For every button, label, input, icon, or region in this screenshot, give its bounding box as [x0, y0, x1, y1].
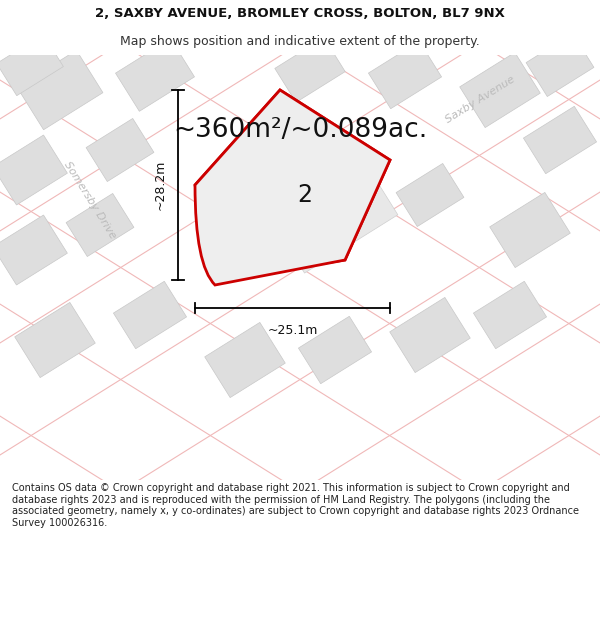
Polygon shape — [396, 164, 464, 226]
Polygon shape — [17, 50, 103, 130]
Polygon shape — [113, 281, 187, 349]
Polygon shape — [368, 41, 442, 109]
Text: ~360m²/~0.089ac.: ~360m²/~0.089ac. — [173, 117, 427, 143]
Text: 2, SAXBY AVENUE, BROMLEY CROSS, BOLTON, BL7 9NX: 2, SAXBY AVENUE, BROMLEY CROSS, BOLTON, … — [95, 8, 505, 20]
PathPatch shape — [195, 90, 390, 285]
Text: 2: 2 — [298, 183, 313, 207]
Polygon shape — [275, 38, 345, 102]
Text: Saxby Avenue: Saxby Avenue — [443, 74, 517, 126]
Polygon shape — [473, 281, 547, 349]
Polygon shape — [298, 316, 371, 384]
Polygon shape — [0, 135, 67, 205]
Text: Map shows position and indicative extent of the property.: Map shows position and indicative extent… — [120, 35, 480, 48]
Polygon shape — [490, 192, 570, 268]
Polygon shape — [116, 39, 194, 111]
Polygon shape — [526, 34, 594, 96]
Polygon shape — [66, 194, 134, 256]
Polygon shape — [0, 34, 64, 96]
Polygon shape — [205, 322, 285, 398]
Text: Contains OS data © Crown copyright and database right 2021. This information is : Contains OS data © Crown copyright and d… — [12, 483, 579, 528]
Polygon shape — [86, 119, 154, 181]
Polygon shape — [523, 106, 596, 174]
Polygon shape — [460, 52, 540, 127]
Text: ~28.2m: ~28.2m — [154, 160, 167, 210]
Text: Somersby Drive: Somersby Drive — [62, 159, 118, 241]
Text: ~25.1m: ~25.1m — [268, 324, 317, 336]
Polygon shape — [390, 298, 470, 372]
Polygon shape — [195, 90, 390, 280]
Polygon shape — [262, 147, 398, 273]
Polygon shape — [15, 302, 95, 378]
Polygon shape — [0, 215, 67, 285]
